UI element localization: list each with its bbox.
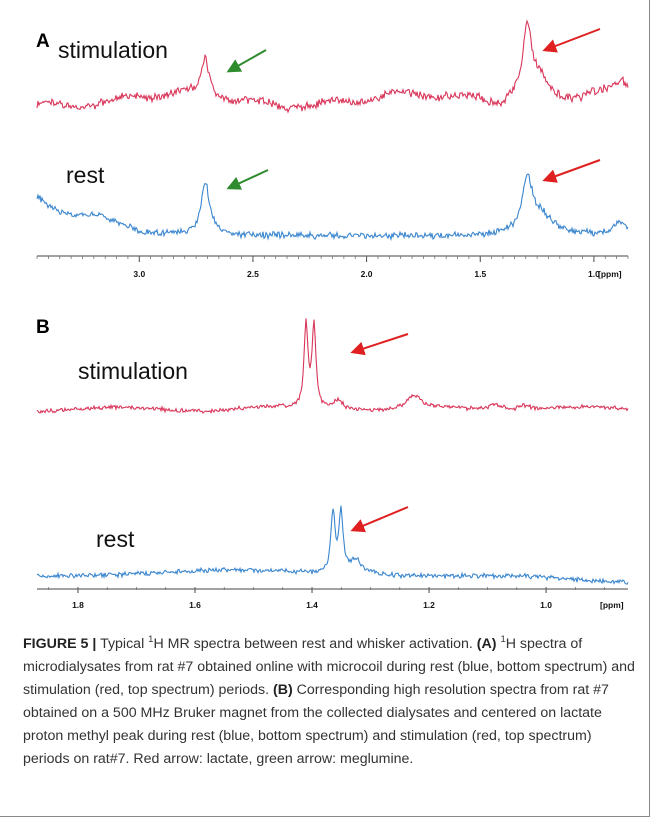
panel-a-letter: A [36, 31, 50, 52]
panel-a-tick-label: 1.0 [588, 269, 600, 279]
panel-b-tick-label: 1.4 [306, 600, 318, 610]
panel-b-tick-label: 1.8 [72, 600, 84, 610]
caption-separator: | [92, 636, 97, 652]
panel-b: B stimulation rest 1.8 1.6 1.4 1.2 1.0 [… [36, 317, 629, 610]
caption-part-b-label: (B) [272, 682, 293, 698]
caption-part-a-sup: 1 [500, 634, 506, 645]
panel-a-tick-label: 2.0 [361, 269, 373, 279]
panel-a-tick-label: 2.5 [247, 269, 259, 279]
panel-a-tick-label: 1.5 [474, 269, 486, 279]
panel-b-tick-label: 1.0 [540, 600, 552, 610]
panel-a: A stimulation rest 3.0 2.5 2.0 1.5 1.0 [… [36, 19, 629, 279]
panel-b-stimulation-spectrum [36, 318, 629, 414]
panel-a-rest-lactate-arrow [542, 159, 601, 183]
caption-part-a-label: (A) [476, 636, 497, 652]
panel-a-rest-meglumine-arrow [226, 169, 269, 190]
caption-title-post: H MR spectra between rest and whisker ac… [153, 636, 473, 652]
panel-a-stimulation-spectrum [36, 19, 629, 114]
panel-b-letter: B [36, 317, 50, 338]
figure-caption: FIGURE 5 | Typical 1H MR spectra between… [23, 633, 637, 771]
panel-b-rest-spectrum [36, 505, 629, 585]
caption-title-pre: Typical [100, 636, 149, 652]
panel-b-axis: 1.8 1.6 1.4 1.2 1.0 [ppm] [37, 587, 628, 610]
panel-a-tick-label: 3.0 [133, 269, 145, 279]
panel-b-rest-label: rest [96, 526, 135, 552]
caption-part-b-text: Corresponding high resolution spectra fr… [23, 682, 609, 767]
panel-a-stimulation-lactate-arrow [542, 28, 601, 53]
panel-a-rest-spectrum [36, 173, 629, 242]
nmr-figure: A stimulation rest 3.0 2.5 2.0 1.5 1.0 [… [36, 19, 629, 610]
panel-a-axis: 3.0 2.5 2.0 1.5 1.0 [ppm] [36, 255, 629, 279]
caption-part-a-text: H spectra of microdialysates from rat #7… [23, 636, 635, 698]
panel-a-stimulation-meglumine-arrow [226, 49, 267, 73]
panel-b-stimulation-lactate-arrow [350, 333, 409, 356]
panel-b-rest-lactate-arrow [350, 506, 409, 533]
caption-title-sup: 1 [148, 634, 154, 645]
panel-a-rest-label: rest [66, 162, 105, 188]
panel-a-stimulation-label: stimulation [58, 37, 168, 63]
panel-b-axis-unit: [ppm] [600, 600, 624, 610]
panel-b-stimulation-label: stimulation [78, 358, 188, 384]
panel-b-tick-label: 1.2 [423, 600, 435, 610]
caption-figure-label: FIGURE 5 [23, 636, 89, 652]
panel-b-tick-label: 1.6 [189, 600, 201, 610]
panel-a-axis-unit: [ppm] [598, 269, 622, 279]
